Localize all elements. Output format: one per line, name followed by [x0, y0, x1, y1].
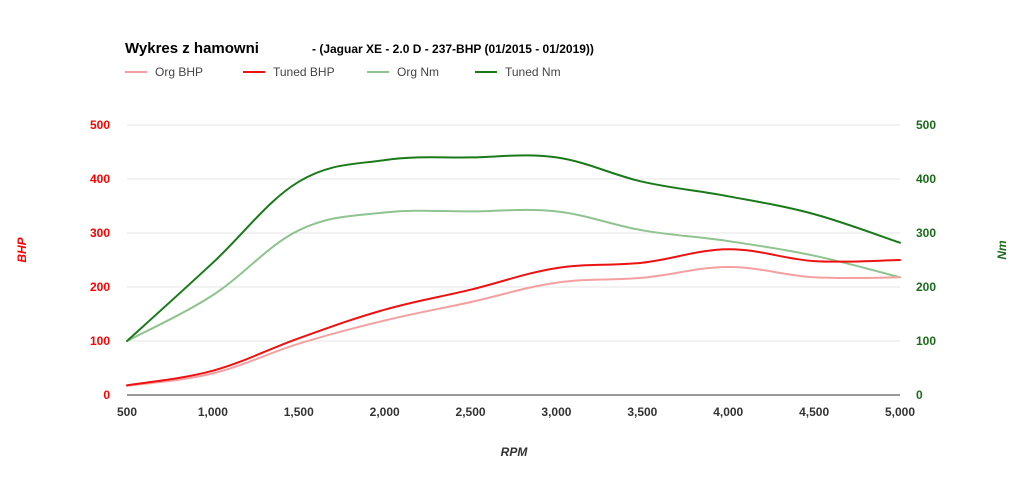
y-axis-right-title: Nm — [995, 240, 1009, 260]
y-right-tick-label: 0 — [916, 388, 923, 402]
y-axis-left: 0 100 200 300 400 500 — [90, 118, 110, 402]
y-left-tick-label: 500 — [90, 118, 110, 132]
series-line-tuned-bhp — [126, 248, 901, 387]
chart-subtitle: - (Jaguar XE - 2.0 D - 237-BHP (01/2015 … — [312, 42, 594, 56]
y-left-tick-label: 300 — [90, 226, 110, 240]
y-right-tick-label: 400 — [916, 172, 936, 186]
x-tick-label: 2,500 — [456, 405, 486, 419]
y-left-tick-label: 0 — [103, 388, 110, 402]
x-tick-label: 5,000 — [885, 405, 915, 419]
series-line-org-nm — [126, 208, 901, 342]
y-right-tick-label: 100 — [916, 334, 936, 348]
y-left-tick-label: 200 — [90, 280, 110, 294]
y-left-tick-label: 100 — [90, 334, 110, 348]
legend-label: Org BHP — [155, 65, 203, 79]
y-right-tick-label: 500 — [916, 118, 936, 132]
y-axis-right: 0 100 200 300 400 500 — [916, 118, 936, 402]
x-tick-label: 1,500 — [284, 405, 314, 419]
series-lines — [126, 154, 901, 387]
series-line-org-bhp — [126, 265, 901, 387]
y-right-tick-label: 200 — [916, 280, 936, 294]
x-tick-label: 500 — [117, 405, 137, 419]
legend-label: Org Nm — [397, 65, 439, 79]
legend: Org BHP Tuned BHP Org Nm Tuned Nm — [125, 65, 561, 79]
x-tick-label: 1,000 — [198, 405, 228, 419]
series-line-tuned-nm — [126, 154, 901, 342]
legend-label: Tuned Nm — [505, 65, 561, 79]
chart-title: Wykres z hamowni — [125, 40, 259, 57]
x-axis-title: RPM — [501, 445, 529, 459]
y-left-tick-label: 400 — [90, 172, 110, 186]
x-axis: 500 1,000 1,500 2,000 2,500 3,000 3,500 4,000 4,… — [117, 405, 915, 419]
x-tick-label: 2,000 — [370, 405, 400, 419]
grid — [127, 124, 900, 396]
legend-label: Tuned BHP — [273, 65, 335, 79]
x-tick-label: 4,000 — [713, 405, 743, 419]
x-tick-label: 3,500 — [627, 405, 657, 419]
x-tick-label: 3,000 — [541, 405, 571, 419]
x-tick-label: 4,500 — [799, 405, 829, 419]
y-right-tick-label: 300 — [916, 226, 936, 240]
y-axis-left-title: BHP — [15, 236, 29, 262]
